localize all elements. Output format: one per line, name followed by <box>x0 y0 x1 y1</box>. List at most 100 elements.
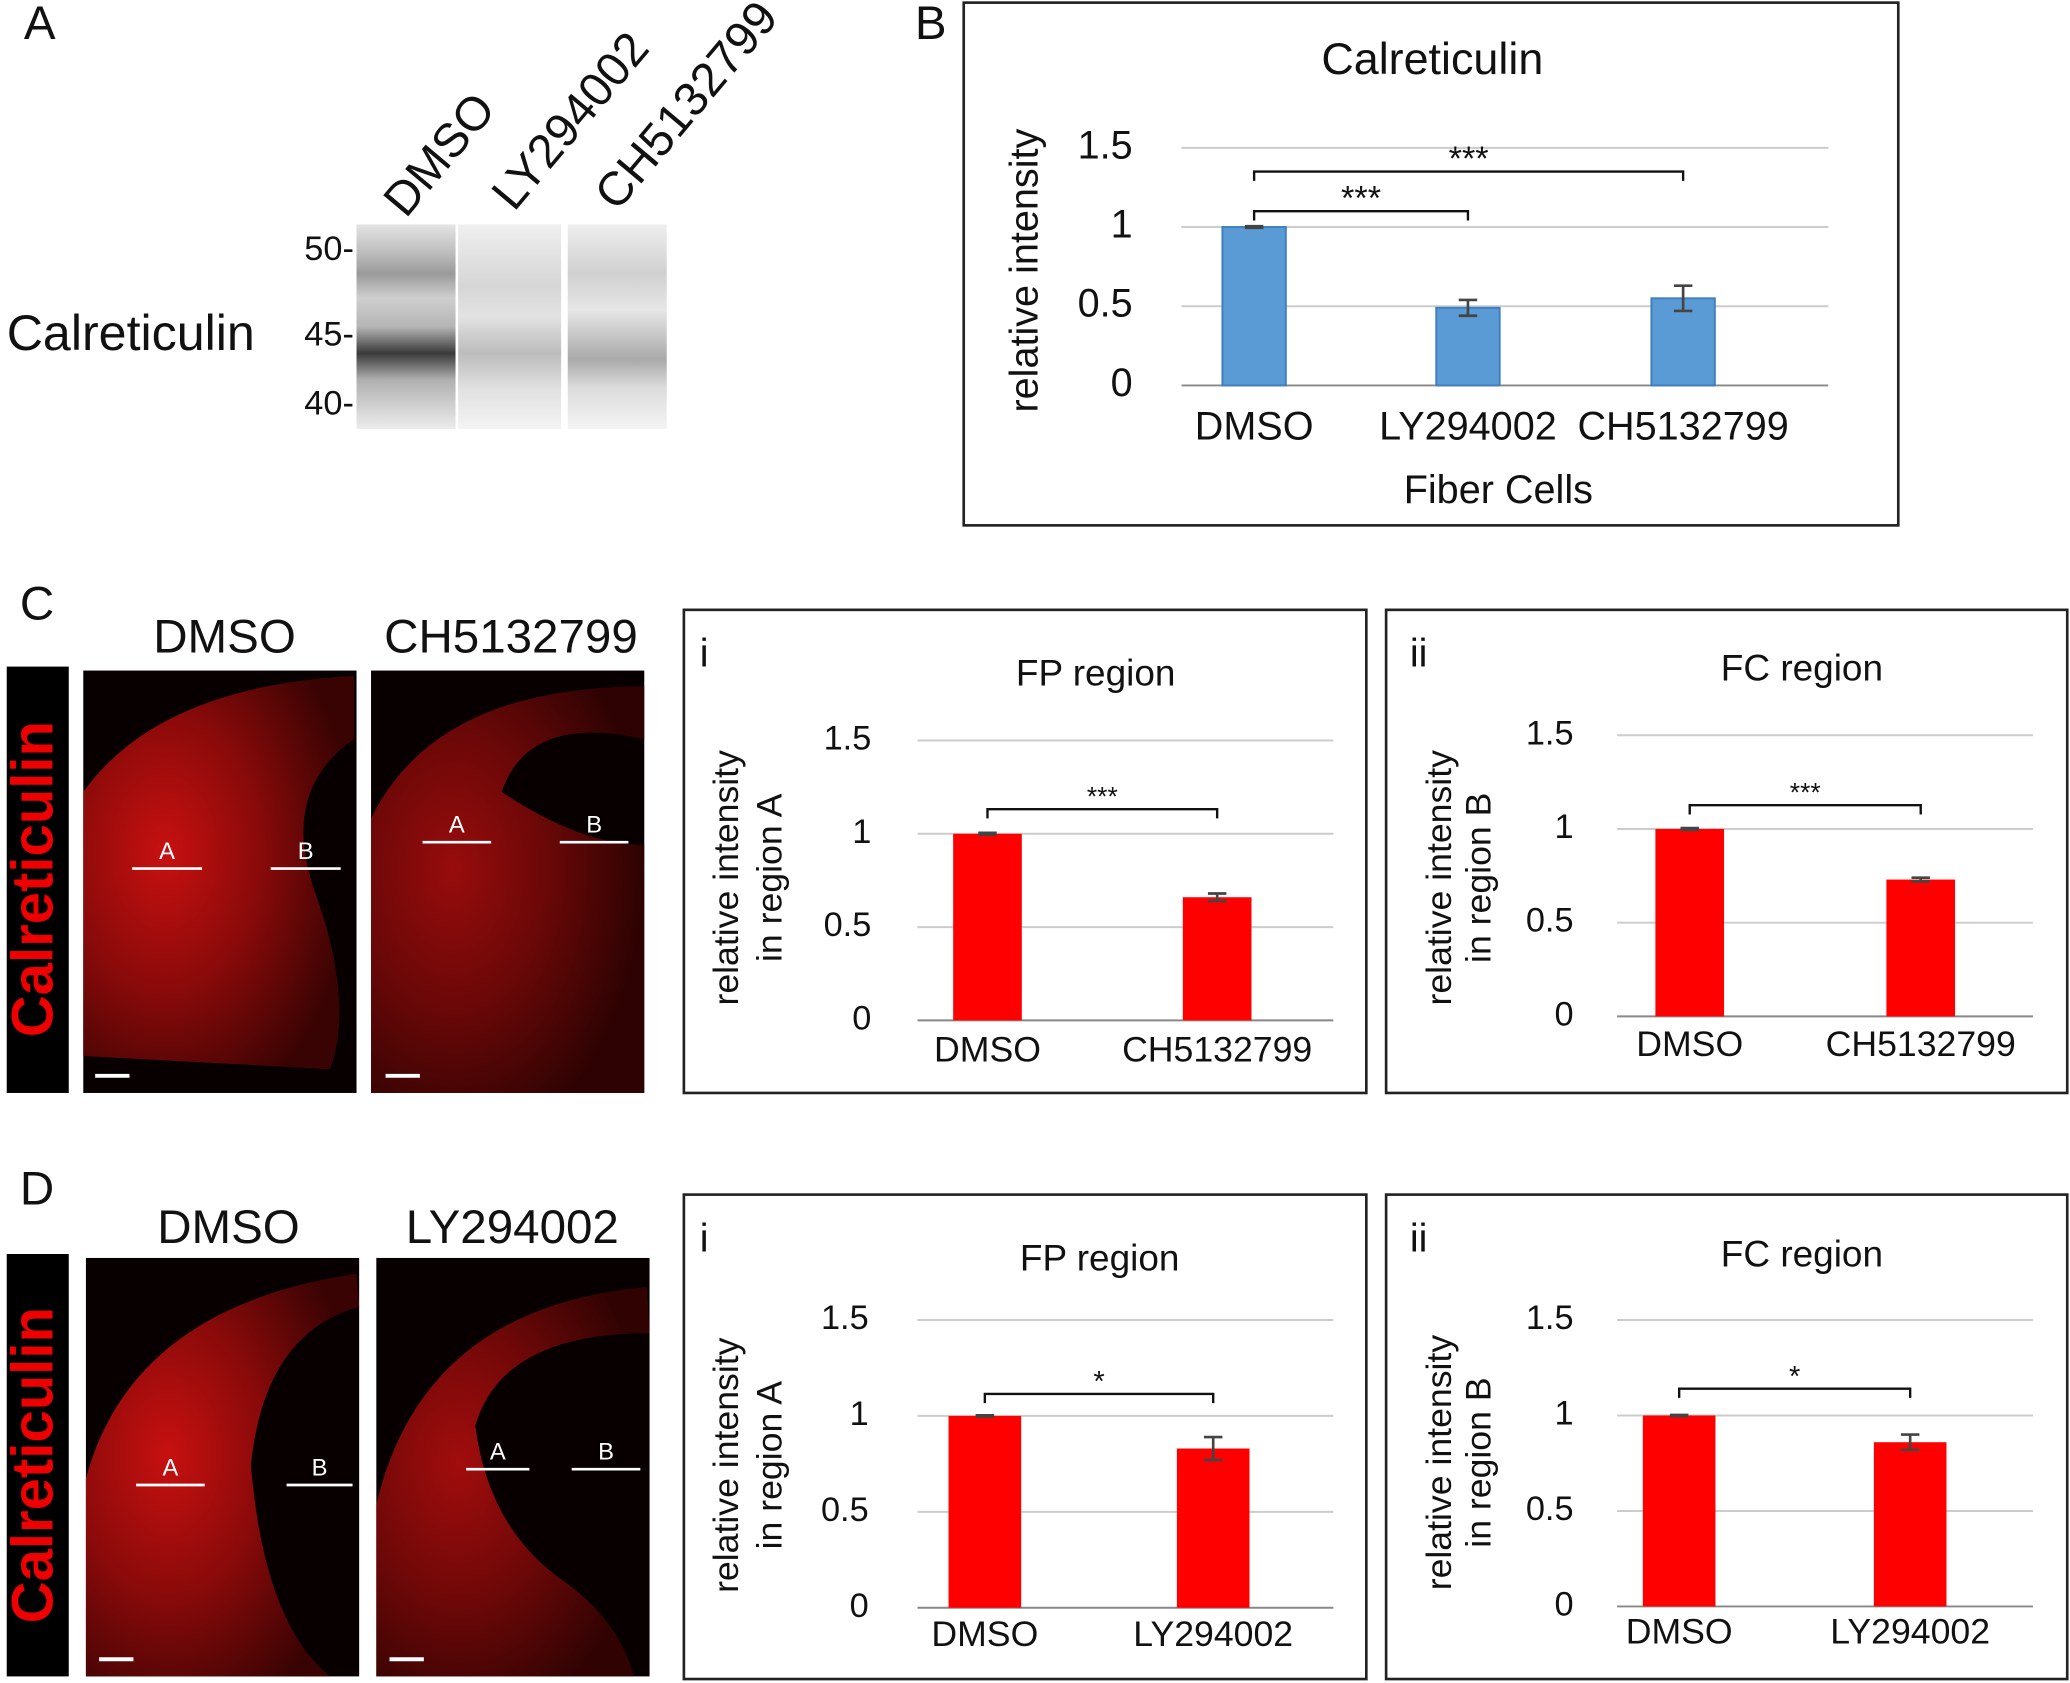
error-bar <box>1673 284 1693 313</box>
significance-label: * <box>1789 1361 1800 1393</box>
y-tick-label: 1.5 <box>824 720 872 758</box>
panel-frame <box>1384 1193 2069 1681</box>
stain-label-box <box>6 666 69 1093</box>
y-tick-label: 1 <box>1554 1395 1573 1433</box>
y-tick-label: 0.5 <box>1526 902 1574 940</box>
significance-bracket <box>1252 210 1470 221</box>
y-tick-label: 1.5 <box>1078 123 1133 167</box>
x-tick-label: LY294002 <box>1830 1612 1990 1652</box>
layout <box>6 1 1900 1677</box>
y-tick-label: 1 <box>1111 202 1133 246</box>
y-tick-label: 0.5 <box>824 906 872 944</box>
bar <box>1642 1415 1716 1607</box>
blot-lane <box>356 224 456 429</box>
bar <box>1182 897 1252 1021</box>
region-label: A <box>159 838 175 865</box>
condition-label: DMSO <box>153 611 296 664</box>
panel-number: ii <box>1410 1216 1428 1260</box>
panel-letter: B <box>915 0 947 50</box>
condition-label: CH5132799 <box>384 611 638 664</box>
stain-label: Calreticulin <box>0 1307 65 1623</box>
y-axis-label: relative intensity <box>706 750 746 1006</box>
bar <box>1221 226 1287 387</box>
condition-label: LY294002 <box>406 1201 619 1254</box>
y-axis-label: relative intensity <box>1003 128 1047 412</box>
significance-label: *** <box>1087 782 1118 812</box>
chart-title: FP region <box>1020 1237 1180 1278</box>
bar <box>948 1415 1022 1608</box>
tissue <box>83 675 354 1070</box>
error-bar <box>1207 892 1227 903</box>
tissue <box>371 686 645 1093</box>
y-axis-label: in region B <box>1459 1377 1499 1547</box>
region-label: B <box>312 1454 328 1481</box>
significance-bracket <box>986 807 1219 819</box>
significance-bracket <box>1688 804 1922 815</box>
tissue <box>376 1287 650 1677</box>
y-tick-label: 0 <box>1554 995 1573 1033</box>
stain-label: Calreticulin <box>0 721 65 1037</box>
error-bar <box>1244 224 1264 230</box>
bar <box>1886 879 1956 1017</box>
y-tick-label: 1.5 <box>1526 1299 1574 1337</box>
y-tick-label: 0 <box>1111 361 1133 405</box>
condition-label: DMSO <box>157 1201 300 1254</box>
x-tick-label: CH5132799 <box>1577 404 1788 448</box>
panel-frame <box>1384 608 2069 1095</box>
region-label: B <box>586 812 602 839</box>
error-bar <box>978 831 997 837</box>
marker-label: 50- <box>304 230 354 268</box>
scale-bars <box>95 1073 424 1662</box>
marker-label: 40- <box>304 384 354 422</box>
x-axis-label: Fiber Cells <box>1404 468 1593 512</box>
bar <box>1650 297 1716 387</box>
y-tick-label: 1 <box>1554 808 1573 846</box>
lane-label: DMSO <box>374 83 506 226</box>
significance-label: * <box>1093 1366 1104 1398</box>
y-tick-label: 0 <box>1554 1586 1573 1624</box>
error-bar <box>1669 1413 1689 1418</box>
y-tick-label: 1.5 <box>1526 714 1574 752</box>
significance-bracket <box>1252 170 1685 181</box>
error-bar <box>1458 298 1478 318</box>
x-tick-label: CH5132799 <box>1826 1024 2016 1064</box>
bar <box>1655 828 1725 1017</box>
panel-number: i <box>700 1216 709 1260</box>
bar <box>1176 1448 1250 1608</box>
x-tick-label: DMSO <box>1636 1024 1743 1064</box>
bar <box>1435 306 1501 387</box>
y-tick-label: 0 <box>850 1587 869 1625</box>
panel-frame <box>682 608 1368 1095</box>
significance-label: *** <box>1449 140 1489 178</box>
y-tick-label: 0.5 <box>1526 1490 1574 1528</box>
region-label: B <box>598 1439 614 1466</box>
x-tick-label: LY294002 <box>1379 404 1557 448</box>
bar <box>953 833 1022 1021</box>
y-axis-label: relative intensity <box>1419 750 1459 1006</box>
x-tick-label: DMSO <box>1195 404 1314 448</box>
region-label: A <box>490 1439 506 1466</box>
y-axis-label: in region A <box>750 793 790 962</box>
region-label: B <box>298 838 314 865</box>
x-tick-label: DMSO <box>931 1614 1038 1654</box>
panel-number: i <box>700 631 709 675</box>
bar <box>1873 1442 1947 1607</box>
x-tick-label: DMSO <box>934 1029 1041 1069</box>
y-axis-label: relative intensity <box>706 1337 746 1593</box>
chart-title: FC region <box>1721 1233 1883 1274</box>
stain-label-box <box>6 1254 69 1677</box>
y-tick-label: 0.5 <box>1078 282 1133 326</box>
error-bar <box>1203 1435 1223 1462</box>
error-bar <box>1911 876 1930 883</box>
y-tick-label: 0 <box>852 999 871 1037</box>
error-bar <box>975 1414 995 1418</box>
chart-title: FC region <box>1721 647 1883 688</box>
y-axis-label: in region A <box>750 1381 790 1550</box>
y-tick-label: 1 <box>852 813 871 851</box>
blot-lane <box>567 224 667 429</box>
error-bar <box>1680 826 1699 832</box>
panel-frame <box>962 1 1900 527</box>
y-axis-label: in region B <box>1459 793 1499 963</box>
panel-letter: C <box>20 578 54 631</box>
